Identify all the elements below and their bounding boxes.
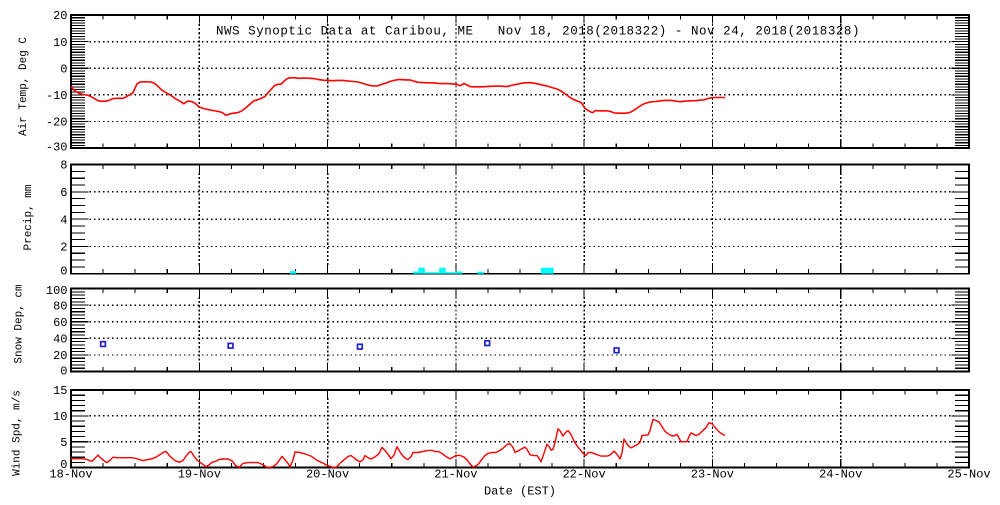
svg-text:Wind Spd, m/s: Wind Spd, m/s: [12, 390, 24, 476]
svg-text:0: 0: [60, 365, 67, 379]
svg-text:10: 10: [53, 410, 67, 424]
svg-text:60: 60: [53, 316, 67, 330]
svg-text:23-Nov: 23-Nov: [691, 468, 734, 482]
svg-text:0: 0: [60, 264, 67, 278]
svg-text:20-Nov: 20-Nov: [306, 468, 349, 482]
svg-text:-20: -20: [46, 116, 68, 130]
svg-text:Date (EST): Date (EST): [484, 485, 556, 499]
svg-text:8: 8: [60, 159, 67, 173]
svg-text:NWS Synoptic Data at Caribou,: NWS Synoptic Data at Caribou, ME Nov 18,…: [216, 25, 860, 39]
svg-text:20: 20: [53, 349, 67, 363]
svg-text:25-Nov: 25-Nov: [947, 468, 990, 482]
svg-text:40: 40: [53, 333, 67, 347]
svg-text:22-Nov: 22-Nov: [562, 468, 605, 482]
svg-text:6: 6: [60, 186, 67, 200]
svg-text:Air Temp, Deg C: Air Temp, Deg C: [18, 37, 30, 136]
svg-text:Snow Dep, cm: Snow Dep, cm: [14, 284, 26, 364]
svg-text:21-Nov: 21-Nov: [434, 468, 477, 482]
svg-text:2: 2: [60, 241, 67, 255]
svg-text:19-Nov: 19-Nov: [178, 468, 221, 482]
svg-text:15: 15: [53, 384, 67, 398]
svg-text:10: 10: [53, 36, 67, 50]
svg-text:5: 5: [60, 436, 67, 450]
svg-text:Precip, mm: Precip, mm: [23, 184, 35, 250]
svg-text:0: 0: [60, 62, 67, 76]
svg-text:20: 20: [53, 9, 67, 23]
svg-text:-10: -10: [46, 89, 68, 103]
svg-text:0: 0: [60, 458, 67, 472]
svg-text:18-Nov: 18-Nov: [49, 468, 92, 482]
svg-text:24-Nov: 24-Nov: [819, 468, 862, 482]
svg-text:4: 4: [60, 213, 67, 227]
svg-text:-30: -30: [46, 141, 68, 155]
svg-text:100: 100: [46, 284, 68, 298]
svg-text:80: 80: [53, 299, 67, 313]
